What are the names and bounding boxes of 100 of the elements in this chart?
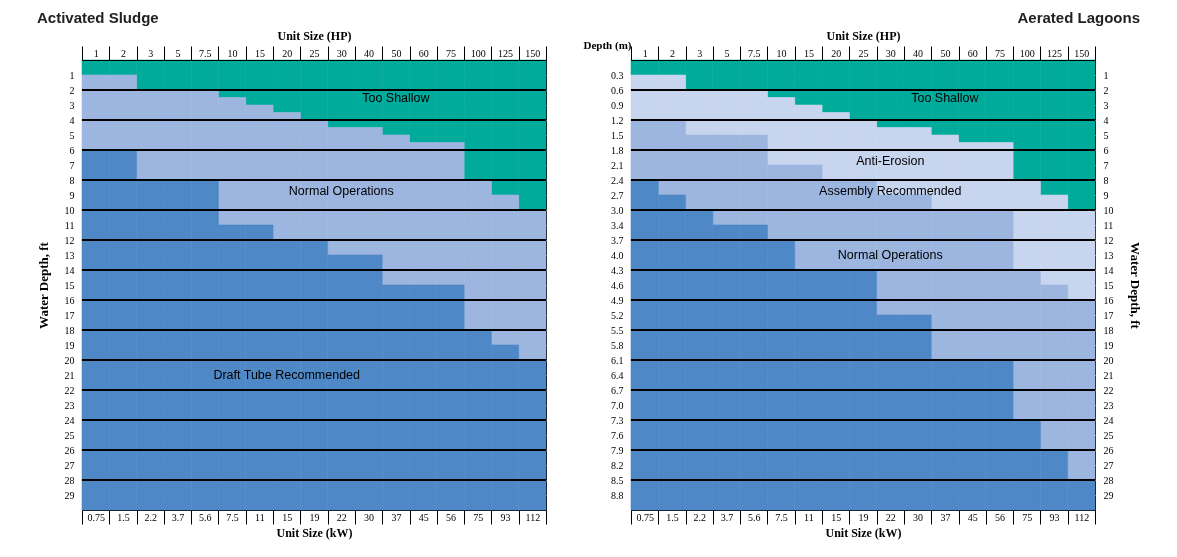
text: Unit Size (kW) bbox=[276, 526, 353, 540]
x-tick-label: 60 bbox=[967, 47, 978, 59]
x-tick-label: 7.5 bbox=[199, 47, 212, 59]
text: 56 bbox=[445, 511, 456, 523]
y-tick-label: 11 bbox=[64, 219, 75, 231]
y-tick-label: 25 bbox=[64, 429, 75, 441]
y2-tick-label: 24 bbox=[1103, 414, 1114, 426]
text: 19 bbox=[309, 511, 320, 523]
y2-tick-label: 28 bbox=[1103, 474, 1114, 486]
y2-tick-label: 10 bbox=[1103, 204, 1114, 216]
text: 3.7 bbox=[171, 511, 185, 523]
text: 56 bbox=[994, 511, 1005, 523]
y-tick-label: 0.3 bbox=[611, 69, 624, 81]
y2-tick-label: 23 bbox=[1103, 399, 1114, 411]
y-tick-label: 3.4 bbox=[611, 219, 624, 231]
text: Anti-Erosion Assembly Recommended bbox=[819, 154, 962, 199]
x-tick-label: 10 bbox=[227, 47, 238, 59]
y-tick-label: 6.7 bbox=[611, 384, 624, 396]
y2-tick-label: 22 bbox=[1103, 384, 1114, 396]
x-tick-label: 125 bbox=[1047, 47, 1063, 59]
x-tick-label: 125 bbox=[498, 47, 514, 59]
text: 2.2 bbox=[144, 511, 157, 523]
y2-tick-label: 1 bbox=[1103, 69, 1109, 81]
y-tick-label: 18 bbox=[64, 324, 75, 336]
y-tick-label: 4.3 bbox=[611, 264, 624, 276]
chart-title: Aerated Lagoons bbox=[1017, 8, 1140, 26]
series-label: Normal Operations bbox=[288, 184, 394, 199]
y2-tick-label: 6 bbox=[1103, 144, 1109, 156]
y-tick-label: 2.7 bbox=[611, 189, 624, 201]
y2-tick-label: 11 bbox=[1103, 219, 1114, 231]
y-tick-label: 12 bbox=[64, 234, 75, 246]
x-tick-label: 150 bbox=[1074, 47, 1090, 59]
y2-tick-label: 21 bbox=[1103, 369, 1114, 381]
text: 112 bbox=[1074, 511, 1090, 523]
y-tick-label: 1.5 bbox=[611, 129, 624, 141]
x-tick-label: 40 bbox=[913, 47, 924, 59]
y-tick-label: 1 bbox=[69, 69, 75, 81]
y2-tick-label: 9 bbox=[1103, 189, 1109, 201]
x-tick-label: 10 bbox=[776, 47, 787, 59]
x-tick-label: 3 bbox=[148, 47, 154, 59]
y-tick-label: 1.8 bbox=[611, 144, 624, 156]
y-tick-label: 5.2 bbox=[611, 309, 624, 321]
x-tick-label: 20 bbox=[282, 47, 293, 59]
text: 7.5 bbox=[775, 511, 788, 523]
y-tick-label: 0.6 bbox=[611, 84, 624, 96]
text: 37 bbox=[940, 511, 951, 523]
y-tick-label: 22 bbox=[64, 384, 75, 396]
text: 7.5 bbox=[226, 511, 239, 523]
text: 0.75 bbox=[87, 511, 105, 523]
text: 75 bbox=[473, 511, 484, 523]
series-label: Draft Tube Recommended bbox=[213, 368, 361, 382]
x-tick-label: 7.5 bbox=[748, 47, 761, 59]
x-tick-label: 20 bbox=[831, 47, 842, 59]
y-tick-label: 4.0 bbox=[611, 249, 624, 261]
y-tick-label: 6.1 bbox=[611, 354, 624, 366]
y-tick-label: 27 bbox=[64, 459, 75, 471]
text: 30 bbox=[913, 511, 924, 523]
text: 93 bbox=[500, 511, 511, 523]
y2-tick-label: 20 bbox=[1103, 354, 1114, 366]
series-label: Normal Operations bbox=[837, 248, 943, 262]
text: 22 bbox=[885, 511, 896, 523]
y-tick-label: 4.9 bbox=[611, 294, 624, 306]
y2-tick-label: 15 bbox=[1103, 279, 1114, 291]
y-tick-label: 6.4 bbox=[611, 369, 624, 381]
y-tick-label: 4.6 bbox=[611, 279, 624, 291]
text: 2.2 bbox=[693, 511, 706, 523]
y2-axis-title: Water Depth, ft bbox=[1127, 242, 1143, 330]
x-axis-title: Unit Size (HP) bbox=[277, 29, 352, 43]
y-tick-label: 2.4 bbox=[611, 174, 624, 186]
text: 45 bbox=[418, 511, 429, 523]
y-axis-title: Water Depth, ft bbox=[35, 241, 51, 329]
y-tick-label: 3.7 bbox=[611, 234, 624, 246]
text: 45 bbox=[967, 511, 978, 523]
y-tick-label: 7.9 bbox=[611, 444, 624, 456]
y2-tick-label: 18 bbox=[1103, 324, 1114, 336]
text: 19 bbox=[858, 511, 869, 523]
y2-tick-label: 5 bbox=[1103, 129, 1109, 141]
y-tick-label: 16 bbox=[64, 294, 75, 306]
y-tick-label: 1.2 bbox=[611, 114, 624, 126]
text: 1.5 bbox=[117, 511, 130, 523]
y2-tick-label: 29 bbox=[1103, 489, 1114, 501]
text: 5.6 bbox=[199, 511, 212, 523]
x-tick-label: 2 bbox=[120, 47, 126, 59]
x-tick-label: 25 bbox=[858, 47, 869, 59]
y2-tick-label: 26 bbox=[1103, 444, 1114, 456]
y2-tick-label: 19 bbox=[1103, 339, 1114, 351]
y-tick-label: 13 bbox=[64, 249, 75, 261]
y2-tick-label: 3 bbox=[1103, 99, 1109, 111]
y2-tick-label: 16 bbox=[1103, 294, 1114, 306]
y2-tick-label: 12 bbox=[1103, 234, 1114, 246]
x-tick-label: 15 bbox=[254, 47, 265, 59]
y-tick-label: 29 bbox=[64, 489, 75, 501]
y2-tick-label: 2 bbox=[1103, 84, 1109, 96]
y-tick-label: 7.3 bbox=[611, 414, 624, 426]
x-tick-label: 5 bbox=[724, 47, 730, 59]
y2-tick-label: 8 bbox=[1103, 174, 1109, 186]
text: 93 bbox=[1049, 511, 1060, 523]
y-tick-label: 28 bbox=[64, 474, 75, 486]
x-tick-label: 50 bbox=[391, 47, 402, 59]
text: 112 bbox=[525, 511, 541, 523]
